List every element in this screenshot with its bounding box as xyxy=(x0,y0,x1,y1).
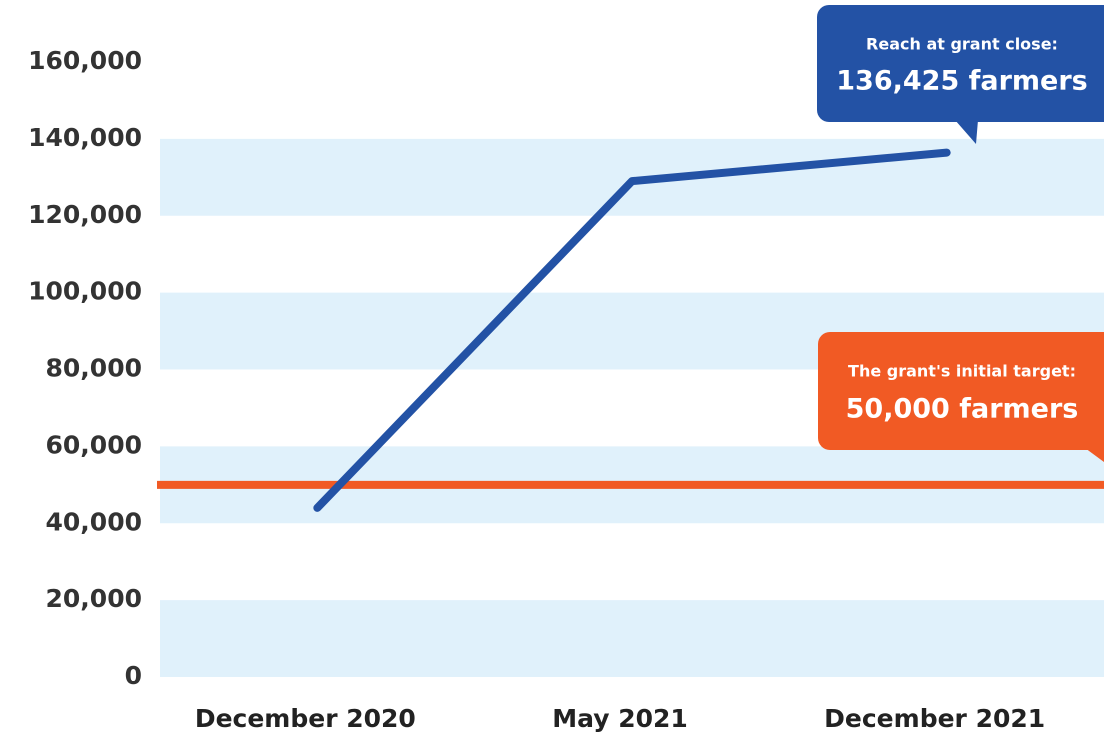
y-tick-label: 100,000 xyxy=(28,277,142,306)
callout-box xyxy=(818,332,1104,450)
y-tick-label: 160,000 xyxy=(28,46,142,75)
callout-tail xyxy=(955,120,978,144)
x-tick-label: December 2021 xyxy=(824,704,1045,733)
y-tick-label: 120,000 xyxy=(28,200,142,229)
y-tick-label: 140,000 xyxy=(28,123,142,152)
callout-title: Reach at grant close: xyxy=(866,35,1058,54)
callout-value: 136,425 farmers xyxy=(836,66,1088,97)
callout-box xyxy=(817,5,1104,122)
callout-title: The grant's initial target: xyxy=(848,362,1076,381)
grid-band xyxy=(160,600,1104,677)
y-tick-label: 40,000 xyxy=(46,507,142,536)
series-line xyxy=(313,148,951,512)
callout-tail xyxy=(1085,448,1104,462)
y-tick-label: 60,000 xyxy=(46,430,142,459)
x-tick-label: December 2020 xyxy=(195,704,416,733)
y-tick-label: 0 xyxy=(125,661,142,690)
x-tick-label: May 2021 xyxy=(552,704,688,733)
callout-value: 50,000 farmers xyxy=(846,394,1079,425)
y-tick-label: 80,000 xyxy=(46,354,142,383)
y-tick-label: 20,000 xyxy=(46,584,142,613)
